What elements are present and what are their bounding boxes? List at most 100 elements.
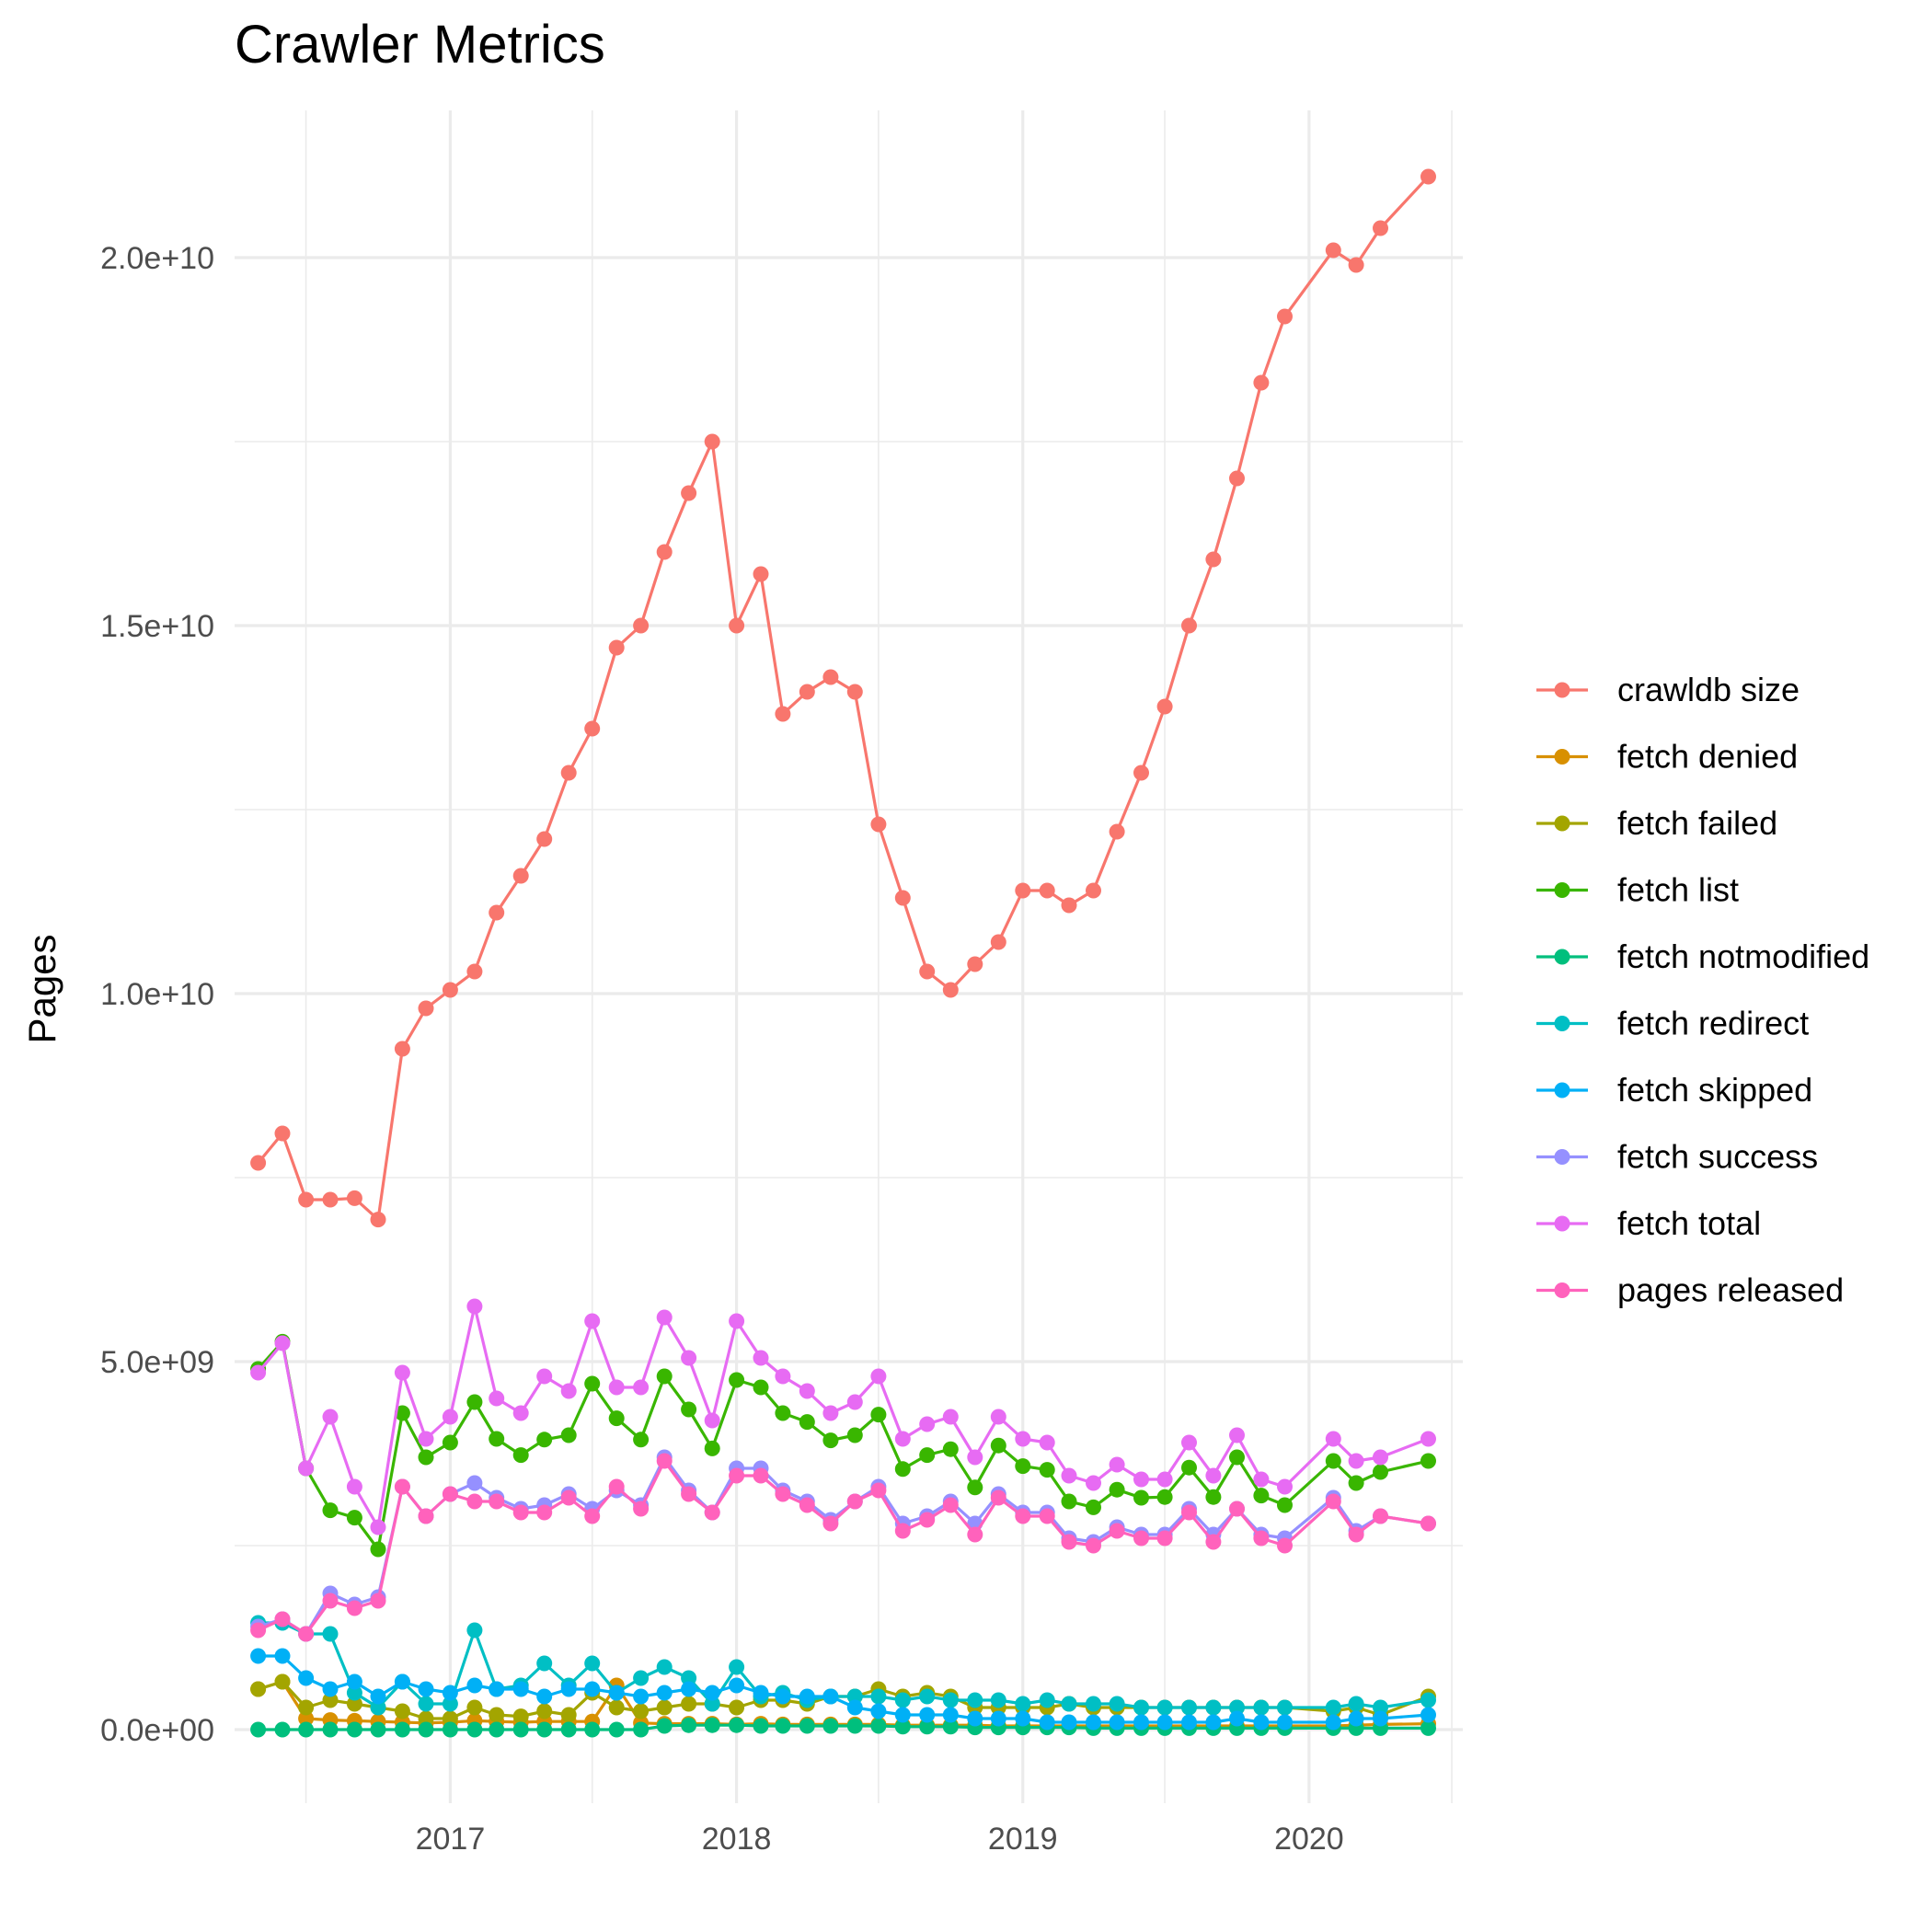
data-point [418,1508,434,1524]
data-point [1015,1458,1031,1475]
data-point [322,1502,339,1519]
data-point [822,1405,839,1421]
data-point [1181,1699,1197,1716]
data-point [394,1673,410,1690]
data-point [322,1721,339,1738]
data-point [1156,1489,1173,1505]
data-point [656,1309,673,1326]
data-point [1325,1453,1341,1469]
legend-label: fetch success [1617,1138,1818,1176]
data-point [704,1504,720,1521]
data-point [729,617,745,634]
data-point [608,1379,625,1396]
data-point [633,1703,650,1719]
data-point [466,1394,483,1410]
legend-label: fetch total [1617,1204,1761,1242]
legend-item-fetch-notmodified: fetch notmodified [1536,937,1869,975]
data-point [990,1710,1006,1727]
data-point [1205,1467,1222,1484]
data-point [1277,1478,1293,1495]
data-point [512,1721,529,1738]
x-tick-label: 2019 [988,1822,1058,1857]
data-point [250,1648,267,1664]
data-point [1325,242,1341,259]
data-point [1420,1431,1436,1447]
data-point [418,1449,434,1466]
data-point [1039,1434,1055,1451]
data-point [1229,1449,1245,1466]
data-point [466,1677,483,1694]
data-point [822,669,839,685]
data-point [870,1718,887,1734]
data-point [1015,882,1031,899]
data-point [1133,1714,1149,1731]
data-point [656,1699,673,1716]
data-point [942,1692,959,1708]
series-line-fetch-redirect [258,1621,1429,1709]
data-point [990,1489,1006,1506]
data-point [418,1681,434,1697]
y-tick-label: 2.0e+10 [100,241,214,276]
legend-key-point [1554,949,1570,965]
data-point [1133,1530,1149,1547]
data-point [370,1541,386,1558]
data-point [799,1497,815,1513]
legend-key-point [1554,682,1570,698]
data-point [942,1707,959,1723]
data-point [489,1390,505,1407]
data-point [1420,168,1436,185]
data-point [250,1364,267,1381]
data-point [298,1710,315,1727]
data-point [681,1486,697,1502]
data-point [1229,1699,1245,1716]
data-point [729,1717,745,1733]
data-point [608,1410,625,1427]
data-point [753,566,769,582]
data-point [442,1710,458,1727]
data-point [298,1626,315,1642]
data-point [681,1670,697,1686]
data-point [322,1191,339,1208]
data-point [1061,1696,1077,1712]
y-tick-label: 1.5e+10 [100,609,214,644]
data-point [346,1685,362,1701]
data-point [466,1298,483,1315]
data-point [1086,1537,1101,1554]
legend-key-point [1554,1282,1570,1298]
series-line-fetch-list [257,1340,1429,1551]
data-point [1015,1696,1031,1712]
data-point [822,1515,839,1532]
data-point [560,1707,577,1723]
data-point [1156,1471,1173,1488]
data-point [512,1504,529,1521]
data-point [346,1721,362,1738]
y-tick-label: 0.0e+00 [100,1713,214,1748]
data-point [919,1707,936,1723]
data-point [704,1685,720,1701]
data-point [1133,765,1149,781]
y-axis-label: Pages [20,934,63,1043]
data-point [967,1526,983,1543]
data-point [846,1427,863,1443]
data-point [274,1673,291,1690]
data-point [894,1719,911,1735]
data-point [1229,1427,1245,1443]
data-point [584,1508,601,1524]
data-point [633,1670,650,1686]
data-point [1348,1696,1364,1712]
data-point [1156,1714,1173,1731]
data-point [1205,1534,1222,1550]
data-point [1015,1710,1031,1727]
data-point [418,1721,434,1738]
data-point [250,1155,267,1171]
data-point [704,1717,720,1733]
data-point [1156,1699,1173,1716]
data-point [1181,1504,1197,1521]
data-point [775,1688,791,1705]
data-point [656,544,673,560]
data-point [775,1368,791,1385]
data-point [536,1688,553,1705]
data-point [1109,1714,1125,1731]
data-point [704,1440,720,1456]
x-tick-label: 2020 [1274,1822,1344,1857]
